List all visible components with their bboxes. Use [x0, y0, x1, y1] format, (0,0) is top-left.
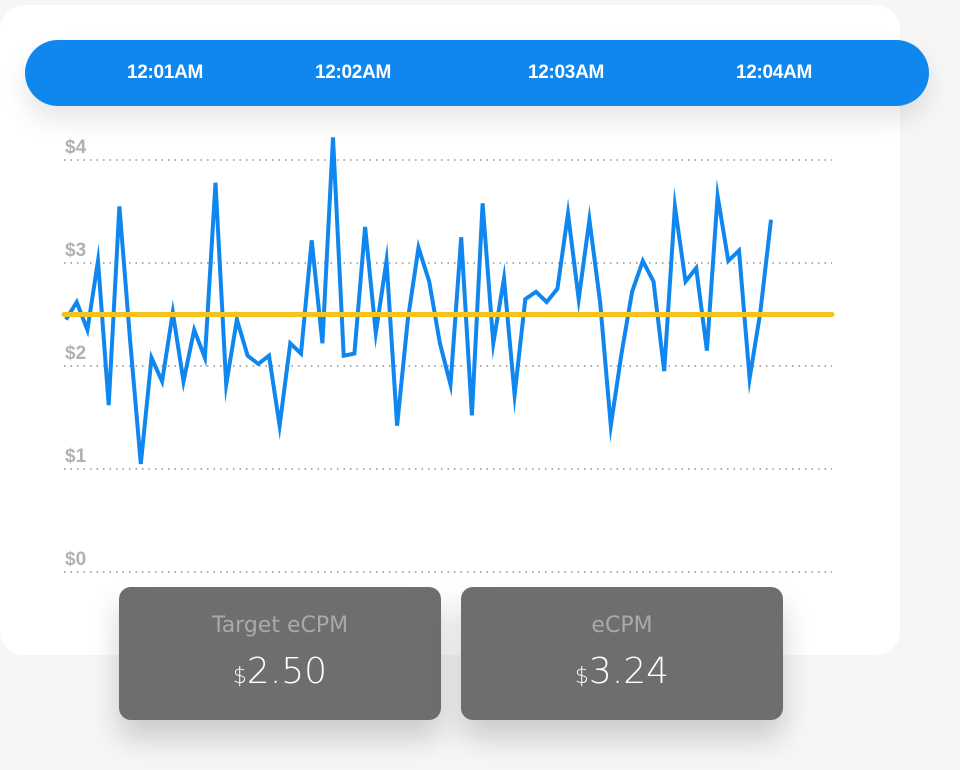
- y-tick-label-0: $0: [65, 549, 86, 570]
- ecpm-value: $3.24: [461, 651, 783, 692]
- y-tick-label-2: $2: [65, 343, 86, 364]
- series-line-0: [64, 137, 773, 465]
- y-tick-label-3: $3: [65, 240, 86, 261]
- target-ecpm-currency: $: [232, 664, 247, 689]
- time-label-3: 12:03AM: [527, 62, 605, 83]
- ecpm-card: eCPM $3.24: [461, 587, 783, 720]
- timeline-bar: 12:01AM 12:02AM 12:03AM 12:04AM: [25, 40, 929, 106]
- target-ecpm-amount: 2.50: [246, 651, 328, 692]
- ecpm-label: eCPM: [591, 613, 653, 638]
- target-ecpm-value: $2.50: [119, 651, 441, 692]
- target-ecpm-label: Target eCPM: [211, 613, 349, 638]
- ecpm-currency: $: [574, 664, 589, 689]
- y-tick-label-4: $4: [65, 137, 87, 158]
- time-label-1: 12:01AM: [126, 62, 204, 83]
- time-label-2: 12:02AM: [314, 62, 392, 83]
- ecpm-amount: 3.24: [588, 651, 670, 692]
- target-ecpm-card: Target eCPM $2.50: [119, 587, 441, 720]
- y-tick-label-1: $1: [65, 446, 87, 467]
- time-label-4: 12:04AM: [735, 62, 813, 83]
